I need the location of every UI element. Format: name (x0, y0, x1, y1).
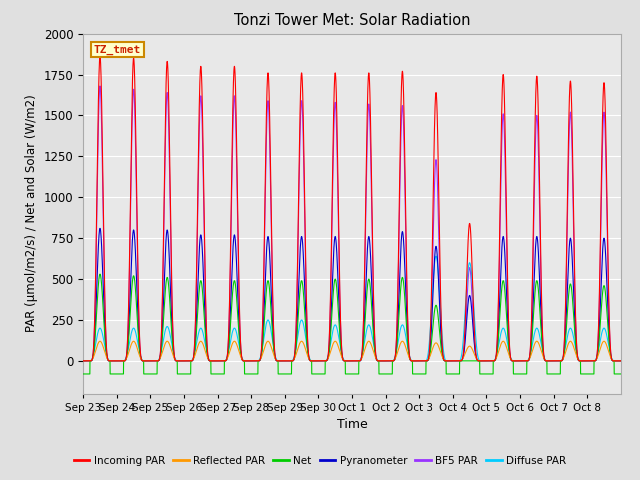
Y-axis label: PAR (μmol/m2/s) / Net and Solar (W/m2): PAR (μmol/m2/s) / Net and Solar (W/m2) (25, 95, 38, 333)
Title: Tonzi Tower Met: Solar Radiation: Tonzi Tower Met: Solar Radiation (234, 13, 470, 28)
X-axis label: Time: Time (337, 418, 367, 431)
Legend: Incoming PAR, Reflected PAR, Net, Pyranometer, BF5 PAR, Diffuse PAR: Incoming PAR, Reflected PAR, Net, Pyrano… (70, 452, 570, 470)
Text: TZ_tmet: TZ_tmet (94, 44, 141, 55)
